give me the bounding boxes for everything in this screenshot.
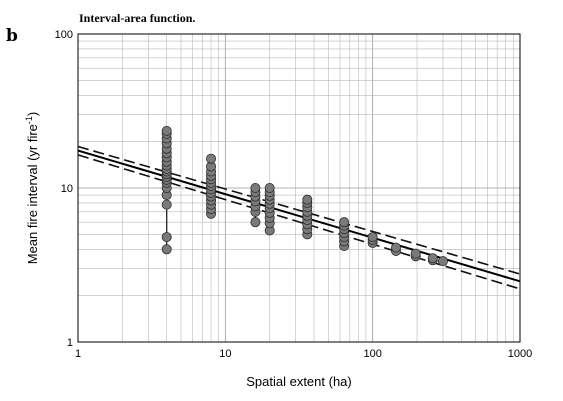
plot-grid [78, 34, 520, 342]
data-point [250, 217, 261, 228]
y-axis-ticks: 1 10 100 [55, 29, 73, 349]
regression-line [77, 149, 521, 283]
x-axis-ticks: 1 10 100 1000 [75, 348, 532, 360]
x-tick-label: 1000 [508, 348, 532, 360]
data-point [427, 253, 438, 264]
confidence-band-upper [77, 145, 521, 275]
data-point [250, 182, 261, 193]
data-point [367, 232, 378, 243]
regression-lines [77, 145, 521, 290]
confidence-band-lower [77, 154, 521, 290]
data-point [161, 125, 172, 136]
data-point [264, 182, 275, 193]
y-axis-label: Mean fire interval (yr fire-1) [24, 112, 40, 265]
data-points [161, 125, 448, 267]
y-tick-label: 100 [55, 29, 73, 41]
y-tick-label: 10 [61, 183, 73, 195]
data-point [302, 194, 313, 205]
data-point [390, 242, 401, 253]
x-tick-label: 1 [75, 348, 81, 360]
x-axis-label: Spatial extent (ha) [246, 374, 352, 389]
chart-title: Interval-area function. [79, 11, 195, 25]
data-point [161, 244, 172, 255]
data-point [161, 199, 172, 210]
data-point [339, 217, 350, 228]
y-tick-label: 1 [67, 337, 73, 349]
data-point [410, 248, 421, 259]
x-tick-label: 10 [219, 348, 231, 360]
data-point [437, 256, 448, 267]
plot-frame [77, 33, 521, 343]
y-axis-label-superscript: -1 [24, 116, 34, 124]
data-point [161, 232, 172, 243]
y-axis-label-close: ) [25, 112, 40, 116]
data-point [206, 153, 217, 164]
y-axis-label-main: Mean fire interval (yr fire [25, 124, 40, 264]
x-tick-label: 100 [363, 348, 381, 360]
panel-letter: b [6, 26, 18, 46]
